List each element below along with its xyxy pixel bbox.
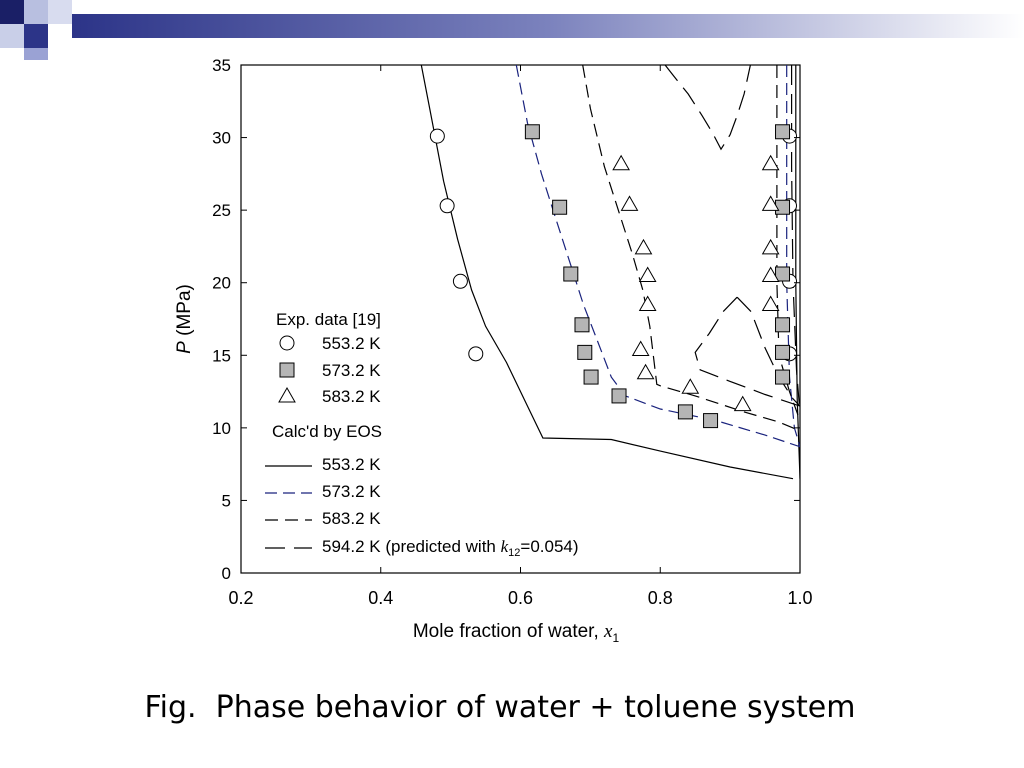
deco-square-pale	[48, 0, 72, 24]
x-tick-label: 1.0	[787, 588, 812, 608]
legend-label-circle: 553.2 K	[322, 334, 381, 353]
data-point-triangle	[636, 363, 655, 380]
data-point-square	[563, 266, 579, 282]
data-point-triangle	[761, 154, 780, 171]
y-axis-label-var: P	[174, 341, 195, 354]
data-point-triangle	[761, 295, 780, 311]
data-point-triangle	[638, 295, 657, 311]
deco-square-mid	[24, 24, 48, 48]
x-tick-label: 0.2	[228, 588, 253, 608]
deco-square-bottom	[24, 48, 48, 60]
calc-curve-long-dash-2	[736, 296, 800, 407]
legend-marker-triangle	[278, 386, 296, 403]
legend-label-long-dash: 594.2 K (predicted with k12=0.054)	[322, 537, 579, 559]
legend-label-blue-dash: 573.2 K	[322, 482, 381, 501]
data-point-circle	[439, 198, 455, 214]
data-point-square	[775, 369, 791, 385]
x-tick-label: 0.8	[648, 588, 673, 608]
y-axis-label: P (MPa)	[174, 284, 195, 354]
legend-label-triangle: 583.2 K	[322, 387, 381, 406]
y-tick-label: 5	[222, 491, 231, 510]
data-point-triangle	[638, 266, 657, 282]
legend-label-prefix: 594.2 K (predicted with	[322, 537, 501, 556]
x-tick-label: 0.4	[368, 588, 393, 608]
calc-curve-solid-0	[420, 65, 794, 480]
y-tick-label: 25	[212, 201, 231, 220]
data-point-triangle	[761, 266, 780, 282]
deco-square-light	[24, 0, 48, 24]
legend-exp-header: Exp. data [19]	[276, 310, 381, 329]
data-point-square	[583, 369, 599, 385]
x-axis-label-main: Mole fraction of water,	[413, 621, 604, 642]
title-gradient-bar	[72, 14, 1024, 38]
legend-label-k: k	[501, 537, 509, 556]
legend-label-suffix: =0.054)	[520, 537, 578, 556]
y-tick-label: 35	[212, 56, 231, 75]
data-point-square	[775, 199, 791, 215]
y-axis-label-unit: (MPa)	[174, 284, 195, 341]
slide-decoration	[0, 0, 1024, 60]
data-point-triangle	[634, 238, 653, 255]
calc-curve-solid-1	[795, 65, 800, 479]
y-tick-label: 10	[212, 419, 231, 438]
data-point-triangle	[733, 395, 752, 412]
data-point-square	[775, 317, 791, 333]
legend-calc-header: Calc'd by EOS	[272, 422, 382, 441]
y-tick-label: 30	[212, 129, 231, 148]
calc-curve-long-dash-3	[694, 296, 800, 407]
data-point-triangle	[761, 238, 780, 255]
x-axis-label-var: x	[603, 621, 613, 642]
data-point-triangle	[612, 154, 630, 171]
data-point-triangle	[681, 378, 700, 394]
deco-square-dark	[0, 0, 24, 24]
calc-curve-long-dash-0	[664, 65, 751, 151]
data-point-triangle	[631, 340, 650, 356]
slide-caption: Fig. Phase behavior of water + toluene s…	[144, 690, 856, 725]
data-point-square	[552, 199, 568, 215]
legend-label-solid: 553.2 K	[322, 455, 381, 474]
calc-curve-blue-dash-0	[515, 65, 800, 448]
data-point-circle	[429, 128, 445, 144]
data-point-square	[703, 413, 719, 429]
y-tick-label: 15	[212, 346, 231, 365]
data-point-triangle	[620, 195, 639, 211]
data-point-circle	[468, 346, 484, 362]
legend-marker-circle	[279, 335, 295, 351]
data-point-square	[524, 124, 540, 140]
y-tick-label: 20	[212, 274, 231, 293]
legend-marker-square	[279, 362, 295, 378]
deco-square-pale-2	[0, 24, 24, 48]
phase-behavior-chart: 0.2 0.4 0.6 0.8 1.0 0 5 10 15 20 25 30 35 Exp. data …	[174, 56, 813, 645]
legend-label-dash: 583.2 K	[322, 509, 381, 528]
data-point-square	[574, 317, 590, 333]
x-axis-label: Mole fraction of water, x1	[413, 621, 620, 645]
data-point-circle	[452, 273, 468, 289]
data-point-square	[775, 344, 791, 360]
y-tick-label: 0	[222, 564, 231, 583]
x-axis-label-sub: 1	[612, 631, 619, 645]
data-point-square	[577, 344, 593, 360]
data-point-square	[611, 388, 627, 404]
legend-label-k-sub: 12	[508, 547, 520, 559]
legend-label-square: 573.2 K	[322, 361, 381, 380]
data-point-square	[775, 266, 791, 282]
x-tick-label: 0.6	[508, 588, 533, 608]
data-point-square	[677, 404, 693, 420]
data-point-square	[775, 124, 791, 140]
data-point-triangle	[761, 195, 780, 211]
